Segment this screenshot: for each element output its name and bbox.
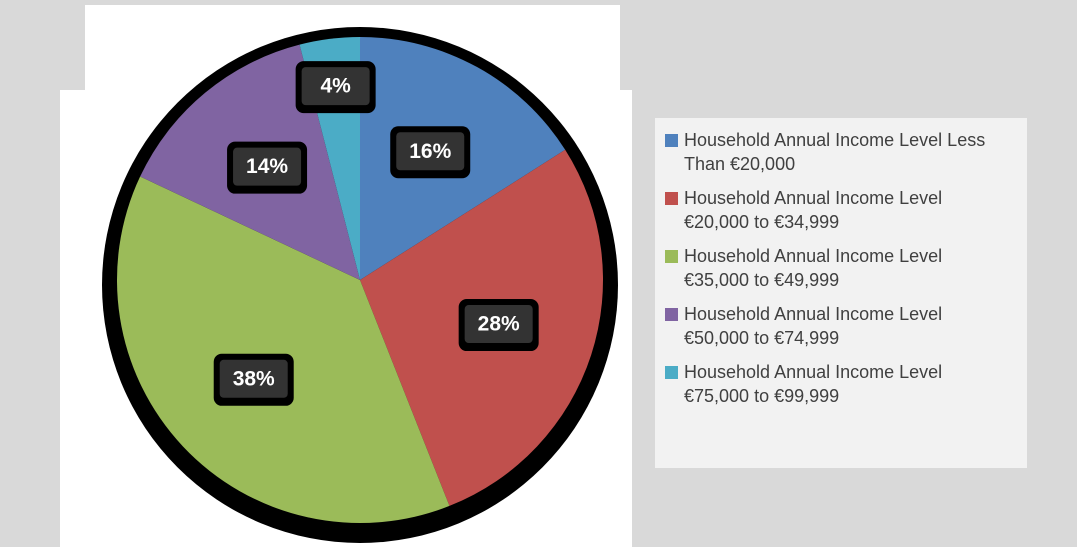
legend-label: Household Annual Income Level €35,000 to… <box>684 246 943 290</box>
data-label: 16% <box>409 140 451 163</box>
legend-label: Household Annual Income Level Less Than … <box>684 130 986 174</box>
legend-swatch <box>665 308 678 321</box>
legend-swatch <box>665 192 678 205</box>
data-label: 14% <box>246 155 288 178</box>
legend-item: Household Annual Income Level €50,000 to… <box>665 302 1017 350</box>
legend-label: Household Annual Income Level €50,000 to… <box>684 304 943 348</box>
label-box-inner <box>396 132 465 171</box>
legend-item: Household Annual Income Level €75,000 to… <box>665 360 1017 408</box>
legend-label: Household Annual Income Level €20,000 to… <box>684 188 943 232</box>
data-label: 4% <box>320 75 351 98</box>
legend-label: Household Annual Income Level €75,000 to… <box>684 362 943 406</box>
label-box-inner <box>233 147 302 186</box>
legend-swatch <box>665 134 678 147</box>
legend-item: Household Annual Income Level Less Than … <box>665 128 1017 176</box>
pie-slice <box>117 176 450 523</box>
legend-item: Household Annual Income Level €35,000 to… <box>665 244 1017 292</box>
legend-item: Household Annual Income Level €20,000 to… <box>665 186 1017 234</box>
legend: Household Annual Income Level Less Than … <box>655 118 1027 468</box>
legend-swatch <box>665 250 678 263</box>
data-label: 28% <box>478 313 520 336</box>
legend-swatch <box>665 366 678 379</box>
label-box-inner <box>219 359 288 398</box>
data-label: 38% <box>233 367 275 390</box>
label-box-inner <box>464 305 533 344</box>
label-box-inner <box>301 67 370 106</box>
